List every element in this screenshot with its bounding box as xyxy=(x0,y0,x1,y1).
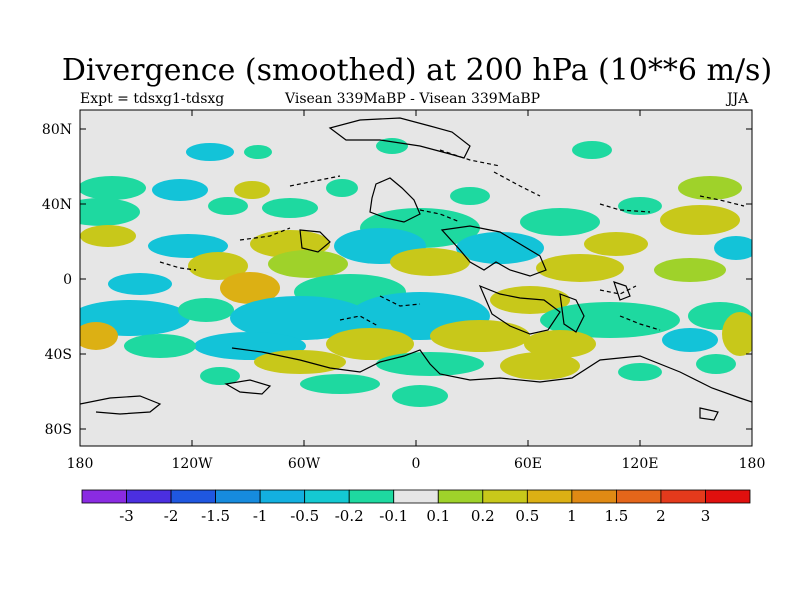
coastline-segment xyxy=(289,175,341,187)
field-contour xyxy=(152,179,208,201)
coastline-segment xyxy=(299,229,331,253)
page-title: Divergence (smoothed) at 200 hPa (10**6 … xyxy=(61,53,773,88)
field-contour xyxy=(722,312,752,356)
coastline-segment xyxy=(224,379,272,395)
field-contour xyxy=(536,254,624,282)
x-tick-label: 60E xyxy=(514,456,542,472)
field-contour xyxy=(540,302,680,338)
field-contour xyxy=(80,176,146,200)
coastline-segment xyxy=(613,281,631,301)
y-tick-label: 80S xyxy=(45,422,72,438)
x-tick-label: 120E xyxy=(622,456,659,472)
field-contour xyxy=(244,145,272,159)
field-contour xyxy=(696,354,736,374)
divergence-field xyxy=(80,138,752,407)
field-contour xyxy=(186,143,234,161)
field-contour xyxy=(584,232,648,256)
field-contour xyxy=(148,234,228,258)
experiment-label: Expt = tdsxg1-tdsxg xyxy=(80,91,225,107)
axis-ticks: 180 120W 60W 0 60E 120E 180 80N 40N 0 40S 80S xyxy=(42,110,765,472)
x-tick-label: 60W xyxy=(288,456,321,472)
coastline-segment xyxy=(159,261,197,271)
field-contour xyxy=(392,385,448,407)
field-contour xyxy=(714,236,752,260)
field-contour xyxy=(80,322,118,350)
field-contour xyxy=(490,286,570,314)
x-tick-label: 180 xyxy=(739,456,766,472)
field-contour xyxy=(618,363,662,381)
field-contour xyxy=(376,138,408,154)
coastline-segment xyxy=(439,149,501,167)
subtitle-label: Visean 339MaBP - Visean 339MaBP xyxy=(285,91,541,107)
coastlines xyxy=(80,117,752,421)
coastline-segment xyxy=(239,227,291,241)
field-contour xyxy=(200,367,240,385)
field-contour xyxy=(450,187,490,205)
coastline-segment xyxy=(80,395,162,415)
coastline-segment xyxy=(369,177,421,223)
field-contour xyxy=(230,296,370,340)
x-tick-label: 120W xyxy=(171,456,213,472)
coastline-segment xyxy=(699,407,719,421)
field-contour xyxy=(678,176,742,200)
field-contour xyxy=(254,350,346,374)
coastline-segment xyxy=(231,347,752,403)
field-contour xyxy=(430,320,530,352)
field-contour xyxy=(220,272,280,304)
field-contour xyxy=(660,205,740,235)
field-contour xyxy=(326,328,414,360)
coastline-segment xyxy=(379,295,421,307)
coastline-segment xyxy=(328,117,471,159)
field-contour xyxy=(500,352,580,380)
field-contour xyxy=(124,334,196,358)
field-contour xyxy=(524,330,596,358)
coastline-segment xyxy=(559,293,585,333)
field-contour xyxy=(178,298,234,322)
field-contour xyxy=(234,181,270,199)
field-contour xyxy=(262,198,318,218)
y-tick-label: 40N xyxy=(42,197,72,213)
y-tick-label: 40S xyxy=(45,347,72,363)
field-contour xyxy=(662,328,718,352)
field-contour xyxy=(188,252,248,280)
coastline-segment xyxy=(619,315,661,331)
y-tick-label: 80N xyxy=(42,122,72,138)
x-tick-label: 180 xyxy=(67,456,94,472)
field-contour xyxy=(268,250,348,278)
field-contour xyxy=(80,225,136,247)
field-contour xyxy=(300,374,380,394)
field-contour xyxy=(208,197,248,215)
x-tick-label: 0 xyxy=(412,456,421,472)
field-contour xyxy=(326,179,358,197)
field-contour xyxy=(618,197,662,215)
field-contour xyxy=(80,198,140,226)
field-contour xyxy=(108,273,172,295)
field-contour xyxy=(520,208,600,236)
coastline-segment xyxy=(440,225,547,277)
field-contour xyxy=(456,232,544,264)
coastline-segment xyxy=(493,171,541,197)
coastline-segment xyxy=(478,284,561,335)
field-contour xyxy=(654,258,726,282)
season-label: JJA xyxy=(727,91,749,107)
coastline-segment xyxy=(699,195,745,207)
y-tick-label: 0 xyxy=(63,272,72,288)
field-contour xyxy=(572,141,612,159)
field-contour xyxy=(390,248,470,276)
